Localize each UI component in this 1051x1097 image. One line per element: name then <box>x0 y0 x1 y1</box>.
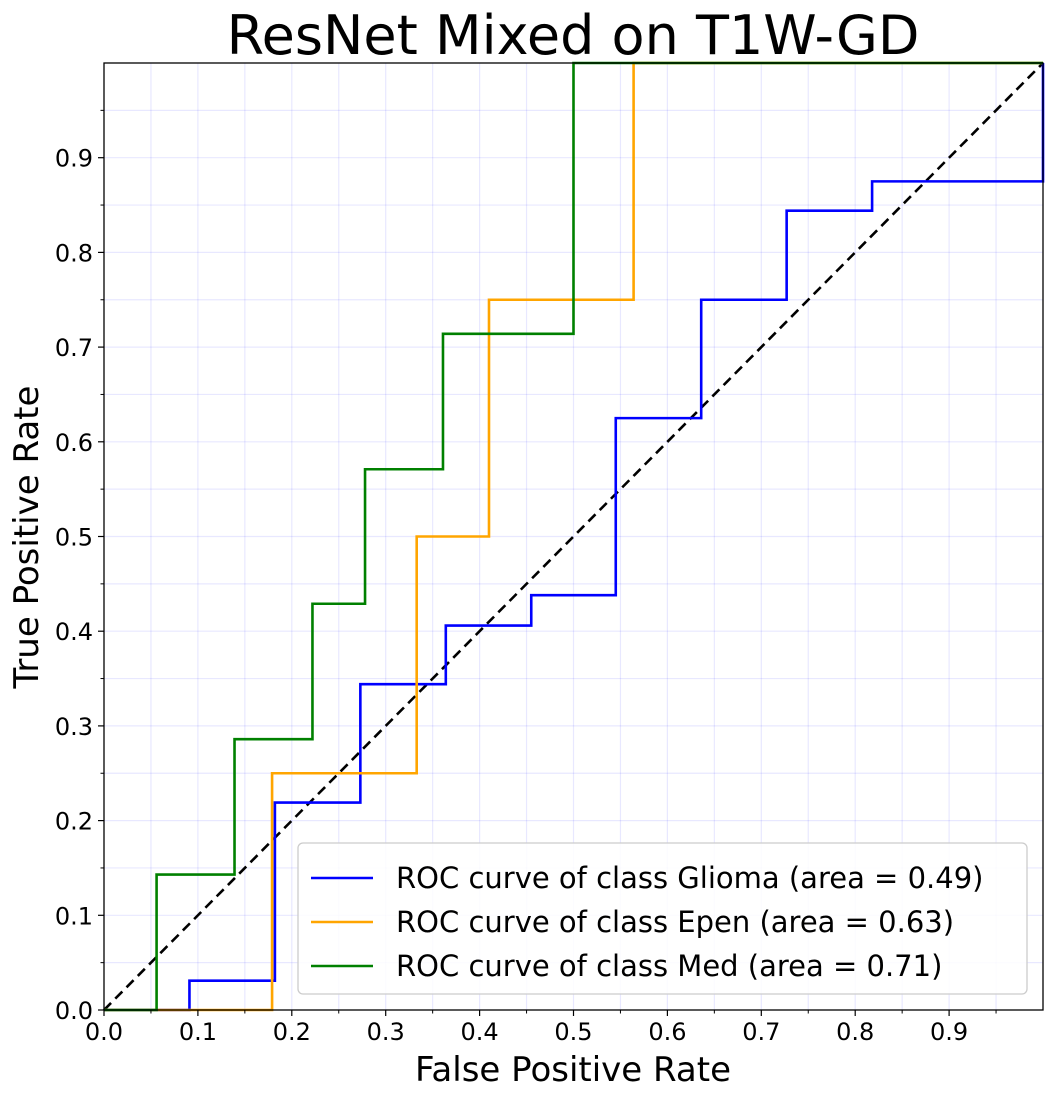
x-tick-label: 0.7 <box>742 1018 780 1046</box>
y-tick-label: 0.4 <box>55 618 93 646</box>
series-line-2 <box>104 61 1043 1012</box>
y-tick-label: 0.5 <box>55 524 93 552</box>
reference-line-layer <box>103 62 1044 1011</box>
x-tick-label: 0.5 <box>554 1018 592 1046</box>
x-tick-label: 0.1 <box>179 1018 217 1046</box>
y-tick-label: 0.8 <box>55 239 93 267</box>
y-tick-label: 0.7 <box>55 334 93 362</box>
x-tick-label: 0.2 <box>273 1018 311 1046</box>
y-tick-label: 0.0 <box>55 997 93 1025</box>
ticks-layer: 0.0 0.1 0.2 0.3 0.4 0.5 0.6 0.7 0.8 0.9 0.0 0.1 0.2 0… <box>55 109 997 1046</box>
y-tick-label: 0.2 <box>55 808 93 836</box>
series-layer <box>104 61 1045 1012</box>
x-tick-label: 0.0 <box>85 1018 123 1046</box>
legend-label-1: ROC curve of class Glioma (area = 0.49) <box>396 861 983 895</box>
legend: ROC curve of class Glioma (area = 0.49) R… <box>297 842 1028 995</box>
legend-label-2: ROC curve of class Epen (area = 0.63) <box>396 905 954 939</box>
x-axis-label: False Positive Rate <box>415 1050 731 1090</box>
y-tick-label: 0.9 <box>55 145 93 173</box>
chart-title: ResNet Mixed on T1W-GD <box>227 4 920 67</box>
x-tick-label: 0.3 <box>367 1018 405 1046</box>
legend-label-3: ROC curve of class Med (area = 0.71) <box>396 949 942 983</box>
x-tick-label: 0.8 <box>836 1018 874 1046</box>
x-tick-label: 0.6 <box>648 1018 686 1046</box>
y-axis-label: True Positive Rate <box>7 386 47 690</box>
x-tick-label: 0.4 <box>461 1018 499 1046</box>
x-tick-label: 0.9 <box>930 1018 968 1046</box>
series-line-3 <box>104 61 1043 1012</box>
y-tick-label: 0.1 <box>55 902 93 930</box>
y-tick-label: 0.3 <box>55 713 93 741</box>
y-tick-label: 0.6 <box>55 429 93 457</box>
series-line-1 <box>104 63 1045 1012</box>
legend-box <box>297 842 1028 995</box>
reference-diagonal-line <box>103 62 1044 1011</box>
